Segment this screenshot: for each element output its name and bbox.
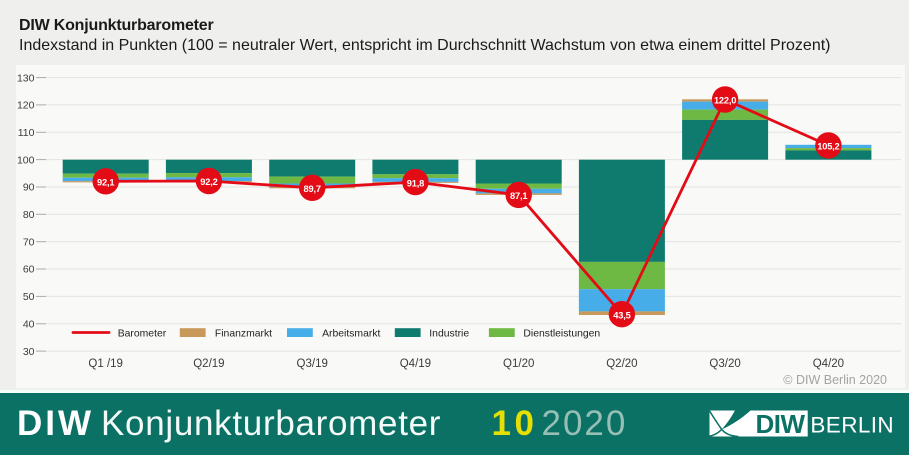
svg-text:122,0: 122,0 [714,96,736,106]
svg-text:BERLIN: BERLIN [810,412,894,437]
svg-text:87,1: 87,1 [510,191,527,201]
svg-text:105,2: 105,2 [817,142,839,152]
svg-text:40: 40 [23,319,35,331]
svg-text:© DIW Berlin 2020: © DIW Berlin 2020 [783,373,887,387]
svg-text:130: 130 [17,72,35,84]
svg-text:Q4/20: Q4/20 [813,358,844,370]
svg-text:60: 60 [23,264,35,276]
svg-text:Finanzmarkt: Finanzmarkt [215,329,272,340]
svg-text:Q4/19: Q4/19 [400,358,431,370]
svg-text:Industrie: Industrie [429,329,469,340]
svg-text:30: 30 [23,346,35,358]
svg-text:70: 70 [23,236,35,248]
svg-text:50: 50 [23,291,35,303]
svg-text:Q2/19: Q2/19 [193,358,224,370]
svg-text:Q3/20: Q3/20 [709,358,740,370]
svg-text:92,1: 92,1 [97,178,114,188]
svg-text:100: 100 [17,154,35,166]
svg-text:92,2: 92,2 [200,177,217,187]
svg-text:110: 110 [18,127,35,139]
svg-text:Q1 /19: Q1 /19 [88,358,123,370]
svg-text:Arbeitsmarkt: Arbeitsmarkt [322,329,380,340]
svg-text:Q2/20: Q2/20 [606,358,637,370]
svg-text:90: 90 [23,182,35,194]
svg-text:120: 120 [17,100,35,112]
svg-text:91,8: 91,8 [407,178,424,188]
svg-text:DIW: DIW [755,409,805,439]
svg-text:80: 80 [23,209,35,221]
svg-text:43,5: 43,5 [613,310,630,320]
svg-text:89,7: 89,7 [304,184,321,194]
svg-text:Q1/20: Q1/20 [503,358,534,370]
svg-text:Q3/19: Q3/19 [297,358,328,370]
svg-text:Barometer: Barometer [118,329,167,340]
svg-text:Dienstleistungen: Dienstleistungen [523,329,600,340]
